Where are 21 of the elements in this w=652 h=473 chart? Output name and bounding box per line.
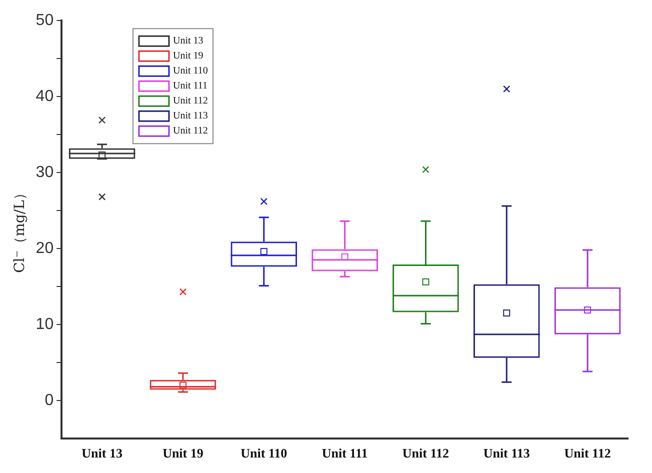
y-tick-label: 50 [36, 12, 54, 30]
x-tick-label: Unit 13 [82, 446, 123, 461]
legend-label: Unit 111 [172, 80, 208, 92]
legend-label: Unit 112 [172, 96, 208, 107]
x-tick-label: Unit 112 [564, 446, 611, 461]
x-tick-label: Unit 113 [483, 446, 530, 461]
legend-label: Unit 110 [172, 66, 208, 77]
y-axis-title: Cl⁻（mg/L） [12, 186, 28, 273]
y-tick-label: 40 [36, 88, 54, 105]
x-tick-label: Unit 110 [240, 446, 288, 461]
y-tick-label: 0 [44, 392, 54, 409]
x-tick-label: Unit 111 [322, 446, 368, 461]
legend-label: Unit 13 [172, 36, 204, 47]
legend-label: Unit 112 [172, 126, 208, 137]
legend-label: Unit 19 [172, 50, 204, 62]
y-tick-label: 20 [36, 240, 54, 257]
legend-label: Unit 113 [172, 110, 208, 122]
y-tick-label: 30 [36, 164, 54, 181]
x-tick-label: Unit 112 [402, 446, 450, 461]
y-tick-label: 10 [36, 316, 54, 333]
x-tick-label: Unit 19 [162, 446, 204, 461]
